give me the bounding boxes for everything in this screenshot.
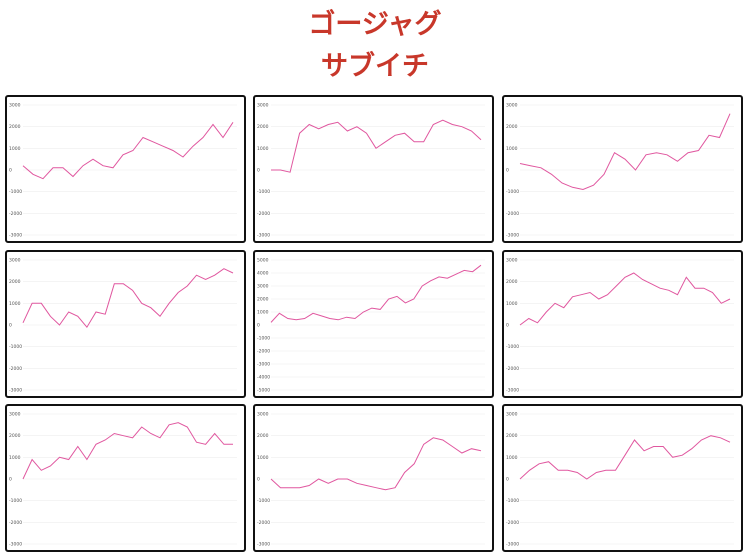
line-series: [270, 437, 482, 491]
y-tick-label: 3000: [506, 103, 518, 109]
chart-panel: 5000 4000 3000 2000 1000 0 -1000 -2000 -3000 -400…: [253, 250, 494, 398]
y-tick-label: 2000: [257, 433, 269, 439]
y-tick-label: 0: [9, 477, 12, 483]
y-tick-label: 0: [9, 168, 12, 174]
y-tick-label: 0: [9, 323, 12, 329]
y-tick-label: 1000: [9, 301, 21, 307]
y-tick-label: 0: [506, 477, 509, 483]
y-tick-label: 1000: [506, 301, 518, 307]
y-tick-label: -5000: [257, 388, 270, 394]
y-tick-label: 3000: [257, 103, 269, 109]
chart-panel: 3000 2000 1000 0 -1000 -2000 -3000: [5, 404, 246, 552]
line-series: [519, 113, 731, 191]
y-tick-label: 3000: [9, 412, 21, 418]
y-tick-label: 4000: [257, 271, 269, 277]
chart: 3000 2000 1000 0 -1000 -2000 -3000: [9, 258, 237, 394]
y-tick-label: 0: [506, 168, 509, 174]
y-tick-label: 0: [257, 323, 260, 329]
y-tick-label: -2000: [257, 349, 270, 355]
chart-panel: 3000 2000 1000 0 -1000 -2000 -3000: [502, 250, 743, 398]
line-series: [22, 422, 233, 480]
y-tick-label: 1000: [9, 455, 21, 461]
chart-panel: 3000 2000 1000 0 -1000 -2000 -3000: [253, 95, 494, 243]
line-series: [270, 264, 482, 323]
y-tick-label: -3000: [9, 542, 22, 548]
y-tick-label: -2000: [506, 366, 519, 372]
y-tick-label: -2000: [257, 520, 270, 526]
y-tick-label: -1000: [257, 189, 270, 195]
y-tick-label: 2000: [506, 279, 518, 285]
chart-panel: 3000 2000 1000 0 -1000 -2000 -3000: [502, 404, 743, 552]
chart: 3000 2000 1000 0 -1000 -2000 -3000: [506, 103, 734, 239]
y-tick-label: -1000: [9, 498, 22, 504]
y-tick-label: -2000: [9, 366, 22, 372]
y-tick-label: 2000: [506, 124, 518, 130]
y-tick-label: 3000: [9, 258, 21, 264]
chart-panel: 3000 2000 1000 0 -1000 -2000 -3000: [502, 95, 743, 243]
chart: 3000 2000 1000 0 -1000 -2000 -3000: [506, 258, 734, 394]
y-tick-label: 1000: [9, 146, 21, 152]
chart-panel: 3000 2000 1000 0 -1000 -2000 -3000: [5, 250, 246, 398]
y-tick-label: 2000: [257, 297, 269, 303]
y-tick-label: -3000: [9, 388, 22, 394]
chart: 3000 2000 1000 0 -1000 -2000 -3000: [257, 412, 485, 548]
chart: 5000 4000 3000 2000 1000 0 -1000 -2000 -3000 -400…: [257, 258, 485, 394]
y-tick-label: -2000: [257, 211, 270, 217]
chart: 3000 2000 1000 0 -1000 -2000 -3000: [9, 103, 237, 239]
y-tick-label: -3000: [9, 233, 22, 239]
y-tick-label: -1000: [257, 336, 270, 342]
y-tick-label: -1000: [506, 189, 519, 195]
y-tick-label: 0: [257, 168, 260, 174]
y-tick-label: -2000: [506, 520, 519, 526]
y-tick-label: 3000: [257, 412, 269, 418]
y-tick-label: 3000: [257, 284, 269, 290]
y-tick-label: -1000: [9, 344, 22, 350]
y-tick-label: 3000: [9, 103, 21, 109]
line-series: [519, 435, 731, 480]
y-tick-label: -1000: [506, 344, 519, 350]
y-tick-label: -1000: [506, 498, 519, 504]
y-tick-label: -3000: [257, 233, 270, 239]
y-tick-label: 1000: [506, 455, 518, 461]
y-tick-label: -3000: [257, 542, 270, 548]
y-tick-label: 3000: [506, 258, 518, 264]
y-tick-label: -1000: [9, 189, 22, 195]
title: ゴージャグ: [308, 9, 442, 40]
y-tick-label: 2000: [9, 124, 21, 130]
y-tick-label: -1000: [257, 498, 270, 504]
y-tick-label: 1000: [506, 146, 518, 152]
y-tick-label: 0: [257, 477, 260, 483]
y-tick-label: 0: [506, 323, 509, 329]
subtitle: サブイチ: [321, 51, 429, 82]
y-tick-label: 5000: [257, 258, 269, 264]
y-tick-label: 2000: [9, 433, 21, 439]
chart-panel: 3000 2000 1000 0 -1000 -2000 -3000: [253, 404, 494, 552]
y-tick-label: -4000: [257, 375, 270, 381]
y-tick-label: -2000: [506, 211, 519, 217]
line-series: [519, 272, 731, 326]
line-series: [271, 119, 482, 173]
y-tick-label: -3000: [506, 233, 519, 239]
chart: 3000 2000 1000 0 -1000 -2000 -3000: [9, 412, 237, 548]
y-tick-label: 2000: [506, 433, 518, 439]
line-series: [22, 122, 234, 180]
chart: 3000 2000 1000 0 -1000 -2000 -3000: [257, 103, 485, 239]
y-tick-label: 1000: [257, 146, 269, 152]
y-tick-label: 2000: [257, 124, 269, 130]
y-tick-label: -2000: [9, 211, 22, 217]
y-tick-label: -3000: [506, 388, 519, 394]
chart: 3000 2000 1000 0 -1000 -2000 -3000: [506, 412, 734, 548]
y-tick-label: -3000: [257, 362, 270, 368]
y-tick-label: 2000: [9, 279, 21, 285]
chart-panel: 3000 2000 1000 0 -1000 -2000 -3000: [5, 95, 246, 243]
line-series: [22, 268, 234, 329]
y-tick-label: -3000: [506, 542, 519, 548]
y-tick-label: 3000: [506, 412, 518, 418]
y-tick-label: 1000: [257, 310, 269, 316]
y-tick-label: 1000: [257, 455, 269, 461]
y-tick-label: -2000: [9, 520, 22, 526]
